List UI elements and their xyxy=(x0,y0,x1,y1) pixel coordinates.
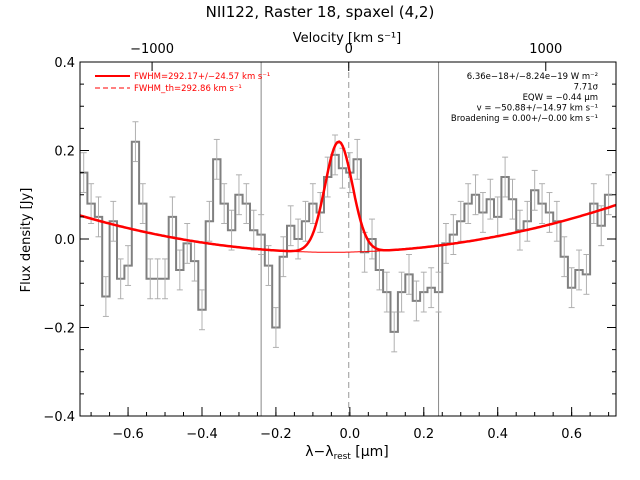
line-fit xyxy=(79,140,617,253)
top-tick-label: 1000 xyxy=(529,42,562,57)
y-tick-label: 0.4 xyxy=(54,56,75,71)
y-axis-label: Flux density [Jy] xyxy=(19,188,34,293)
top-tick-label: −1000 xyxy=(130,42,174,57)
fit-annotation: 7.71σ xyxy=(574,83,599,93)
top-axis-title: Velocity [km s⁻¹] xyxy=(293,31,401,46)
fit-annotation: v = −50.88+/−14.97 km s⁻¹ xyxy=(477,104,598,114)
x-tick-label: −0.4 xyxy=(186,427,218,442)
x-tick-label: −0.6 xyxy=(112,427,144,442)
x-tick-label: 0.4 xyxy=(487,427,508,442)
y-tick-label: −0.2 xyxy=(43,322,75,337)
fit-annotation: 6.36e−18+/−8.24e−19 W m⁻² xyxy=(467,72,598,82)
top-axis-label: Velocity [km s⁻¹] xyxy=(293,31,401,46)
y-tick-label: −0.4 xyxy=(43,410,75,425)
legend-label: FWHM_th=292.86 km s⁻¹ xyxy=(134,84,242,94)
fit-annotation: Broadening = 0.00+/−0.00 km s⁻¹ xyxy=(451,114,598,124)
x-tick-label: 0.2 xyxy=(413,427,434,442)
x-tick-label: 0.0 xyxy=(340,427,361,442)
x-axis-label: λ−λrest [μm] xyxy=(305,444,389,462)
x-tick-label: 0.6 xyxy=(561,427,582,442)
top-tick-label: 0 xyxy=(345,42,353,57)
fit-annotation: EQW = −0.44 μm xyxy=(523,93,598,103)
x-tick-label: −0.2 xyxy=(260,427,292,442)
y-tick-label: 0.0 xyxy=(54,233,75,248)
legend-label: FWHM=292.17+/−24.57 km s⁻¹ xyxy=(134,72,270,82)
chart-title: NII122, Raster 18, spaxel (4,2) xyxy=(206,3,435,21)
y-tick-label: 0.2 xyxy=(54,145,75,160)
